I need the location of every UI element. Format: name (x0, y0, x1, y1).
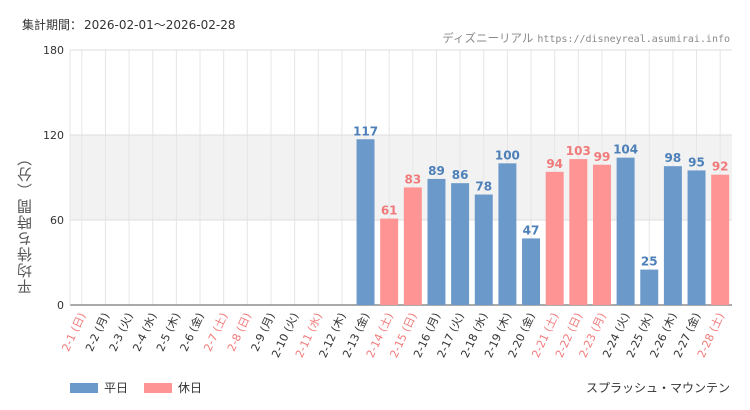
legend-swatch-weekday (70, 382, 98, 393)
bar (616, 157, 635, 305)
bar (380, 218, 399, 305)
bar (522, 238, 541, 305)
bar (403, 187, 422, 305)
bar-value-label: 61 (381, 204, 398, 218)
source-credit: ディズニーリアル https://disneyreal.asumirai.info (442, 30, 730, 46)
legend-label-holiday: 休日 (178, 381, 203, 395)
bar (427, 178, 446, 305)
bar (356, 139, 375, 305)
bar (451, 183, 470, 305)
y-tick-label: 60 (50, 214, 64, 227)
period-value: 2026-02-01～2026-02-28 (84, 18, 236, 32)
bar-value-label: 117 (353, 124, 378, 138)
legend-swatch-holiday (144, 382, 173, 393)
legend-item-weekday[interactable]: 平日 (70, 379, 128, 396)
bar (711, 174, 730, 305)
bar-value-label: 103 (566, 144, 591, 158)
bar (474, 194, 493, 305)
bar (498, 163, 517, 305)
legend-item-holiday[interactable]: 休日 (144, 379, 202, 396)
bar-value-label: 78 (475, 180, 492, 194)
bar-value-label: 95 (688, 155, 705, 169)
bar (663, 166, 682, 305)
bar-value-label: 83 (404, 172, 421, 186)
period-label: 集計期間： (22, 18, 83, 32)
legend: 平日 休日 (70, 379, 202, 396)
bar (569, 159, 588, 305)
bar-value-label: 86 (452, 168, 469, 182)
source-url[interactable]: https://disneyreal.asumirai.info (537, 34, 730, 45)
bar-value-label: 92 (712, 160, 729, 174)
bar (687, 170, 706, 305)
bar-value-label: 100 (495, 148, 520, 162)
bar-value-label: 25 (641, 255, 658, 269)
bar-value-label: 104 (613, 143, 638, 157)
bar-value-label: 47 (523, 223, 540, 237)
bar-value-label: 94 (546, 157, 563, 171)
bar (545, 171, 564, 305)
attraction-name: スプラッシュ・マウンテン (585, 381, 730, 395)
period-info: 集計期間： 2026-02-01～2026-02-28 (22, 16, 236, 33)
legend-label-weekday: 平日 (104, 381, 129, 395)
y-tick-label: 120 (43, 129, 64, 142)
bar (640, 269, 659, 305)
bar-value-label: 89 (428, 164, 445, 178)
y-tick-label: 0 (57, 299, 64, 312)
bar-value-label: 98 (665, 151, 682, 165)
source-site-name: ディズニーリアル (442, 31, 534, 45)
bar-value-label: 99 (594, 150, 611, 164)
y-tick-label: 180 (43, 44, 64, 57)
bar (592, 164, 611, 305)
